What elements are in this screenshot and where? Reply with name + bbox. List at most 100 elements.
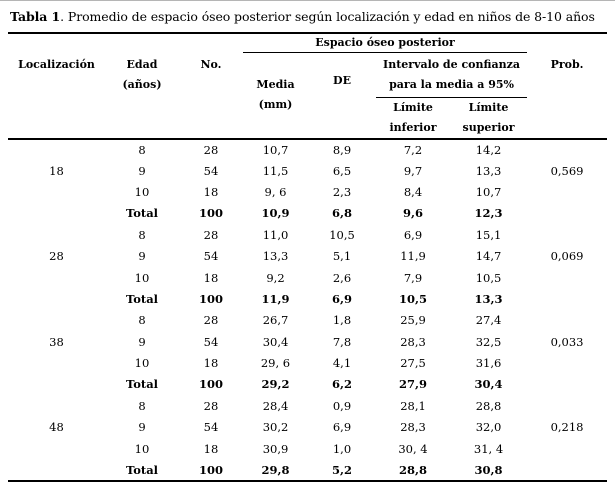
col-header-edad-line2: (años): [122, 78, 162, 91]
cell-prob: [527, 459, 607, 480]
cell-localizacion: [8, 267, 105, 288]
table-body: 8 28 10,7 8,9 7,2 14,2 18 9 54 11,5 6,5 …: [8, 139, 607, 481]
table-row: 8 28 10,7 8,9 7,2 14,2: [8, 139, 607, 160]
cell-prob: 0,218: [550, 420, 584, 435]
cell-de: 2,6: [332, 270, 352, 285]
cell-edad: Total: [125, 377, 159, 392]
cell-limite-inferior: 9,6: [402, 206, 423, 221]
col-header-limite-superior-line1: Límite: [468, 100, 509, 114]
col-header-limite-inferior: Límite inferior: [376, 97, 450, 140]
cell-de: 6,8: [331, 206, 352, 221]
cell-localizacion: [8, 459, 105, 480]
cell-limite-inferior: 6,9: [403, 227, 423, 242]
cell-edad: 8: [138, 227, 146, 242]
cell-prob: 0,569: [550, 163, 584, 178]
col-header-edad: Edad (años): [105, 33, 179, 140]
cell-no: 28: [203, 227, 219, 242]
cell-limite-inferior: 8,4: [403, 184, 423, 199]
cell-prob: [527, 224, 607, 245]
cell-limite-superior: 32,5: [475, 334, 502, 349]
col-header-limite-superior-line2: superior: [462, 120, 515, 134]
cell-media: 26,7: [262, 313, 289, 328]
cell-no: 54: [203, 334, 219, 349]
cell-limite-inferior: 30, 4: [398, 441, 428, 456]
cell-limite-superior: 30,8: [474, 462, 503, 477]
cell-limite-inferior: 7,2: [403, 142, 423, 157]
cell-no: 100: [198, 377, 223, 392]
cell-prob: [527, 288, 607, 309]
cell-limite-inferior: 28,8: [398, 462, 427, 477]
cell-limite-superior: 27,4: [475, 313, 502, 328]
cell-media: 10,7: [262, 142, 289, 157]
cell-de: 8,9: [332, 142, 352, 157]
col-header-media-line1: Media: [256, 78, 295, 91]
col-header-limite-inferior-line1: Límite: [393, 100, 433, 114]
cell-localizacion: [8, 288, 105, 309]
cell-edad: Total: [125, 291, 159, 306]
col-header-edad-line1: Edad: [126, 58, 158, 71]
cell-prob: [527, 438, 607, 459]
table-title-label: Tabla 1: [10, 9, 61, 24]
cell-no: 54: [203, 420, 219, 435]
cell-media: 28,4: [262, 398, 289, 413]
table-row: 8 28 26,7 1,8 25,9 27,4: [8, 310, 607, 331]
cell-localizacion: [8, 310, 105, 331]
cell-localizacion: [8, 374, 105, 395]
cell-de: 6,2: [331, 377, 352, 392]
cell-localizacion: [8, 139, 105, 160]
cell-localizacion: [8, 203, 105, 224]
cell-limite-superior: 14,7: [475, 249, 502, 264]
table-title: Tabla 1. Promedio de espacio óseo poster…: [0, 1, 615, 32]
cell-localizacion: [8, 181, 105, 202]
cell-prob: 0,033: [550, 334, 584, 349]
cell-media: 11,9: [261, 291, 290, 306]
cell-no: 100: [198, 462, 223, 477]
cell-prob: 0,069: [550, 249, 584, 264]
col-header-media-line2: (mm): [258, 98, 293, 111]
header-row-2: Media (mm) DE Intervalo de confianza para …: [8, 52, 607, 140]
cell-localizacion: 28: [49, 249, 64, 264]
table-row-total: Total 100 29,8 5,2 28,8 30,8: [8, 459, 607, 480]
cell-de: 6,9: [332, 420, 352, 435]
cell-media: 29,2: [261, 377, 290, 392]
cell-limite-superior: 15,1: [475, 227, 502, 242]
table-row: 8 28 11,0 10,5 6,9 15,1: [8, 224, 607, 245]
cell-edad: 8: [138, 313, 146, 328]
cell-limite-inferior: 7,9: [403, 270, 423, 285]
table-row: 28 9 54 13,3 5,1 11,9 14,7 0,069: [8, 245, 607, 266]
cell-no: 18: [203, 356, 219, 371]
cell-no: 18: [203, 184, 219, 199]
cell-no: 28: [203, 398, 219, 413]
cell-edad: 9: [138, 163, 146, 178]
cell-limite-inferior: 27,5: [400, 356, 426, 371]
cell-edad: 9: [138, 420, 146, 435]
cell-limite-superior: 10,5: [475, 270, 502, 285]
cell-limite-inferior: 9,7: [403, 163, 423, 178]
cell-media: 9,2: [266, 270, 285, 285]
cell-limite-superior: 14,2: [475, 142, 502, 157]
cell-limite-inferior: 10,5: [398, 291, 427, 306]
cell-prob: [527, 352, 607, 373]
cell-media: 29, 6: [260, 356, 291, 371]
cell-no: 18: [203, 441, 219, 456]
cell-media: 30,9: [262, 441, 289, 456]
cell-edad: 9: [138, 249, 146, 264]
cell-localizacion: 18: [49, 163, 64, 178]
cell-no: 54: [203, 249, 219, 264]
cell-media: 11,0: [262, 227, 289, 242]
table-row: 38 9 54 30,4 7,8 28,3 32,5 0,033: [8, 331, 607, 352]
cell-edad: 8: [138, 398, 146, 413]
col-header-localizacion: Localización: [8, 33, 105, 140]
table-row: 18 9 54 11,5 6,5 9,7 13,3 0,569: [8, 160, 607, 181]
cell-limite-inferior: 28,3: [400, 420, 426, 435]
cell-limite-superior: 31, 4: [473, 441, 504, 456]
cell-prob: [527, 267, 607, 288]
cell-media: 29,8: [261, 462, 290, 477]
cell-prob: [527, 181, 607, 202]
cell-prob: [527, 374, 607, 395]
table-row: 8 28 28,4 0,9 28,1 28,8: [8, 395, 607, 416]
cell-localizacion: 48: [49, 420, 64, 435]
cell-de: 5,1: [332, 249, 352, 264]
cell-limite-superior: 28,8: [475, 398, 502, 413]
